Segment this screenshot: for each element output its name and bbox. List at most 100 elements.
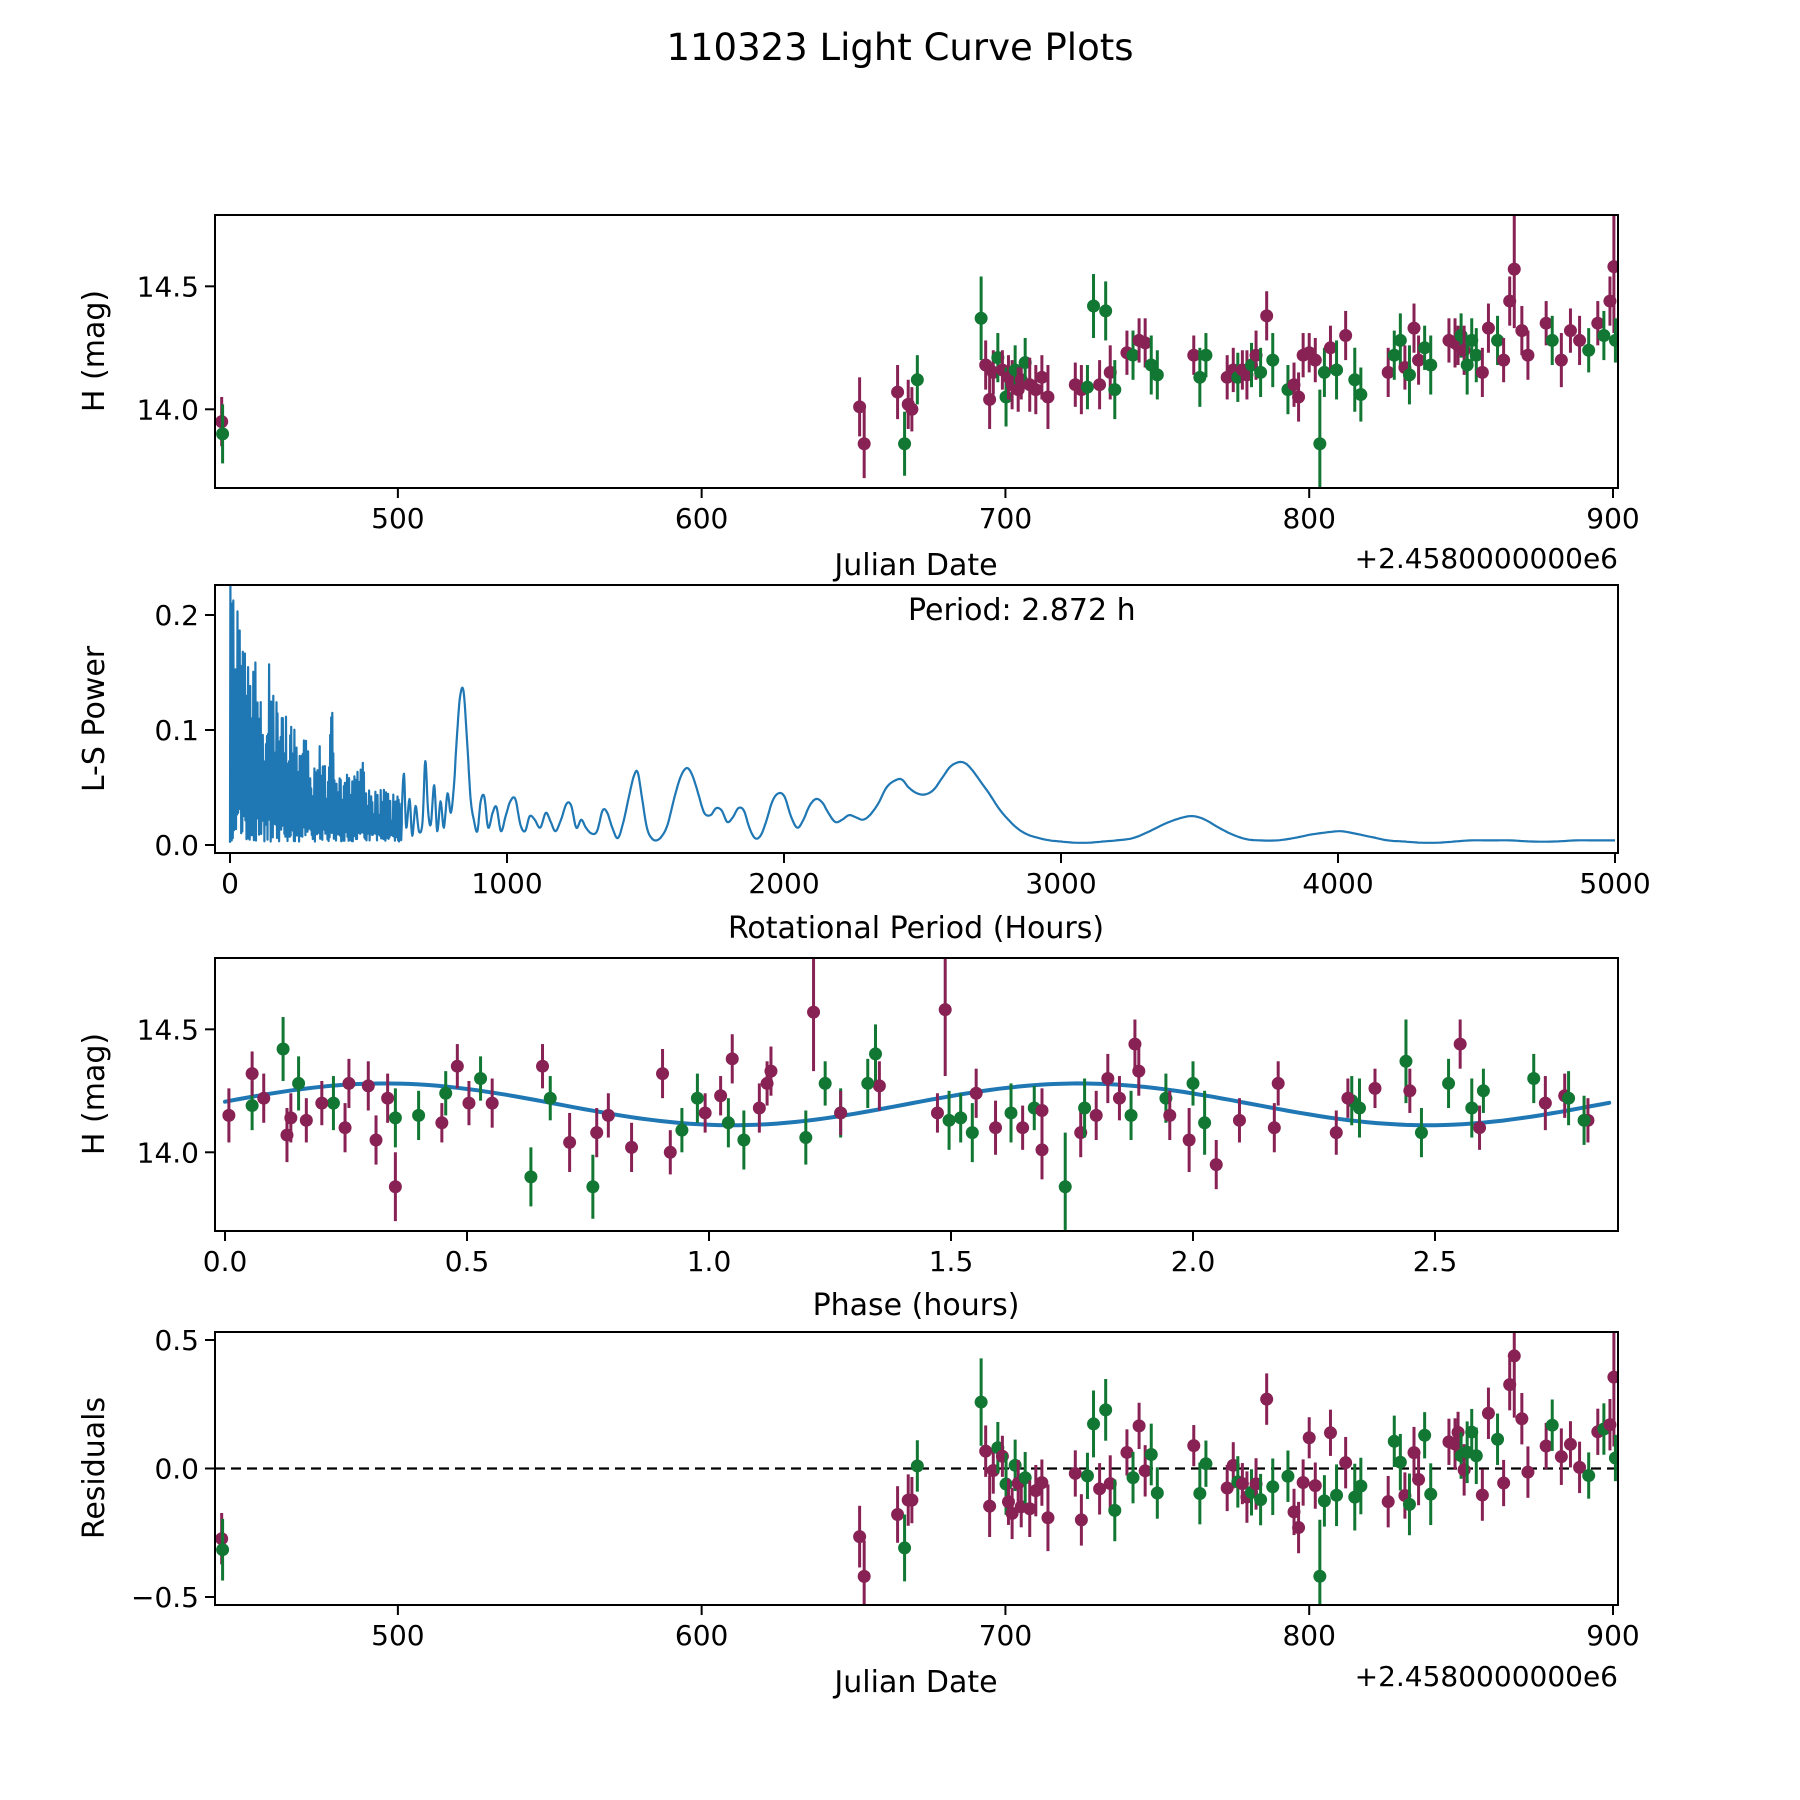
data-point [1475,1488,1489,1502]
data-point [1023,1502,1037,1516]
x-tick-label: 900 [1586,1619,1639,1652]
data-point [1573,333,1587,347]
y-tick-label: 14.0 [137,1136,199,1169]
data-point [1187,348,1201,362]
data-point [1448,1437,1462,1451]
data-point [1087,1417,1101,1431]
data-point [721,1116,735,1130]
data-point [276,1042,290,1056]
data-point [1313,1569,1327,1583]
data-point [1308,1479,1322,1493]
axes-frame [214,214,1619,489]
data-point [1035,370,1049,384]
data-point [1260,309,1274,323]
data-point [462,1096,476,1110]
x-tick-label: 600 [675,502,728,535]
data-point [1108,1503,1122,1517]
axes-frame [214,957,1619,1232]
data-point [1041,1511,1055,1525]
data-point [1608,333,1618,347]
data-point [983,1499,997,1513]
data-point [381,1091,395,1105]
residuals-xlabel: Julian Date [832,1665,997,1700]
data-point [1120,1445,1134,1459]
data-point [1029,383,1043,397]
y-tick-label: 0.0 [154,829,199,862]
data-point [257,1091,271,1105]
sinusoid-fit-line [223,1081,1612,1128]
data-point [1469,348,1483,362]
data-point [1112,1091,1126,1105]
data-point [764,1064,778,1078]
data-point [1186,1076,1200,1090]
data-point [983,392,997,406]
data-point [857,437,871,451]
data-point [1465,1101,1479,1115]
y-tick-label: 14.5 [137,1013,199,1046]
data-point [1209,1158,1223,1172]
data-point [853,1530,867,1544]
x-tick-label: 1000 [471,867,542,900]
data-point [1597,329,1611,343]
y-tick-label: −0.5 [131,1581,199,1614]
data-point [586,1180,600,1194]
data-point [1381,365,1395,379]
data-point [1016,1121,1030,1135]
data-point [1403,1084,1417,1098]
data-point [299,1113,313,1127]
data-point [1302,1431,1316,1445]
data-point [714,1089,728,1103]
data-point [799,1131,813,1145]
data-point [1424,358,1438,372]
data-point [898,1541,912,1555]
data-point [834,1106,848,1120]
data-point [1387,348,1401,362]
data-point [1381,1495,1395,1509]
data-point [284,1111,298,1125]
data-point [536,1059,550,1073]
x-tick-label: 800 [1282,502,1335,535]
data-point [1442,1076,1456,1090]
x-tick-label: 1.0 [687,1245,732,1278]
data-point [905,1493,919,1507]
y-tick-label: 14.5 [137,270,199,303]
residuals-ylabel: Residuals [77,1397,112,1539]
data-point [1352,1101,1366,1115]
data-point [1292,390,1306,404]
x-tick-label: 4000 [1302,867,1373,900]
phase-ylabel: H (mag) [77,1033,112,1155]
periodogram-line [228,585,1615,844]
x-tick-label: 2.0 [1171,1245,1216,1278]
data-point [590,1126,604,1140]
data-point [1451,1425,1465,1439]
data-point [342,1076,356,1090]
data-point [1260,1392,1274,1406]
data-point [412,1108,426,1122]
data-point [1545,333,1559,347]
data-point [450,1059,464,1073]
data-point [1292,1521,1306,1535]
data-point [1453,1037,1467,1051]
data-point [222,1108,236,1122]
data-point [1491,1432,1505,1446]
data-point [1323,341,1337,355]
data-point [1093,1482,1107,1496]
data-point [315,1096,329,1110]
data-point [1582,343,1596,357]
residuals-offset-text: +2.4580000000e6 [1355,1660,1618,1693]
data-point [1497,1476,1511,1490]
data-point [1128,1037,1142,1051]
data-point [898,437,912,451]
data-point [524,1170,538,1184]
data-point [1041,390,1055,404]
data-point [1329,1126,1343,1140]
data-point [1281,1469,1295,1483]
data-point [930,1106,944,1120]
data-point [1577,1113,1591,1127]
data-point [1393,1455,1407,1469]
data-point [1554,353,1568,367]
data-point [361,1079,375,1093]
data-point [1193,1486,1207,1500]
data-point [1058,1180,1072,1194]
data-point [1507,1349,1521,1363]
